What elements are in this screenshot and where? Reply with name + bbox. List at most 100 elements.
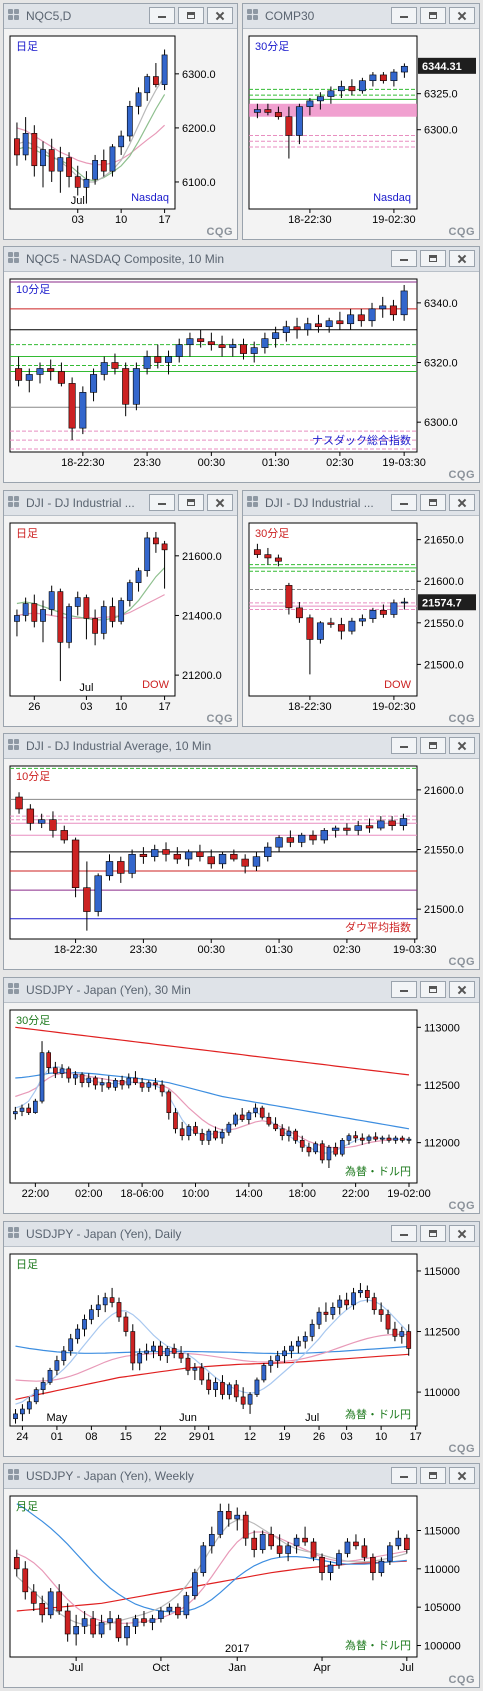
title-bar[interactable]: DJI - DJ Industrial Average, 10 Min — [4, 734, 479, 759]
candle-body — [73, 1074, 78, 1079]
minimize-button[interactable] — [391, 981, 417, 998]
candle-body — [380, 1137, 385, 1140]
candle — [377, 816, 385, 831]
title-bar[interactable]: COMP30 — [243, 4, 479, 29]
candle-body — [109, 1297, 115, 1303]
candle — [295, 1336, 301, 1354]
title-bar[interactable]: NQC5,D — [4, 4, 237, 29]
candle-body — [250, 347, 258, 354]
candle — [348, 79, 356, 96]
candle-body — [399, 1331, 405, 1337]
candle — [320, 828, 328, 844]
candle-body — [295, 607, 303, 619]
maximize-button[interactable] — [420, 494, 446, 511]
candle — [333, 1142, 338, 1157]
plot-area[interactable] — [9, 1495, 418, 1658]
minimize-button[interactable] — [149, 7, 175, 24]
maximize-button[interactable] — [420, 7, 446, 24]
candle — [73, 1071, 78, 1085]
x-tick-label: 22 — [154, 1431, 166, 1443]
candle-body — [158, 1345, 163, 1357]
candle-body — [15, 796, 23, 810]
plot-area[interactable] — [9, 1009, 418, 1184]
minimize-button[interactable] — [391, 1467, 417, 1484]
close-button[interactable] — [449, 7, 475, 24]
candle — [39, 1041, 45, 1104]
window-controls — [391, 250, 475, 267]
minimize-button[interactable] — [391, 494, 417, 511]
candle — [261, 332, 269, 354]
candle — [113, 1078, 118, 1091]
maximize-button[interactable] — [420, 1467, 446, 1484]
candle-body — [234, 1514, 241, 1520]
candle-body — [57, 371, 65, 384]
title-bar[interactable]: USDJPY - Japan (Yen), 30 Min — [4, 978, 479, 1003]
maximize-button[interactable] — [178, 7, 204, 24]
title-bar[interactable]: USDJPY - Japan (Yen), Weekly — [4, 1464, 479, 1489]
close-button[interactable] — [207, 494, 233, 511]
title-bar[interactable]: DJI - DJ Industrial ... — [243, 491, 479, 516]
x-tick-label: 18-22:30 — [61, 457, 104, 469]
close-button[interactable] — [449, 981, 475, 998]
candle-body — [252, 856, 261, 867]
close-button[interactable] — [449, 250, 475, 267]
title-bar[interactable]: DJI - DJ Industrial ... — [4, 491, 237, 516]
x-tick-label: 18-22:30 — [54, 944, 97, 956]
candle — [98, 1614, 105, 1638]
candle — [370, 1553, 376, 1581]
close-button[interactable] — [449, 494, 475, 511]
minimize-button[interactable] — [391, 1225, 417, 1242]
candle — [285, 1542, 291, 1562]
maximize-button[interactable] — [420, 1225, 446, 1242]
candle-body — [20, 1408, 25, 1415]
candle — [353, 1131, 358, 1143]
candle — [400, 1135, 405, 1143]
close-button[interactable] — [207, 7, 233, 24]
candle — [365, 818, 374, 833]
maximize-button[interactable] — [420, 981, 446, 998]
candle — [71, 837, 80, 898]
candle-body — [71, 839, 80, 888]
candle-body — [143, 356, 151, 369]
candle — [179, 1121, 185, 1141]
candle-body — [132, 368, 140, 405]
candle-body — [130, 1331, 136, 1364]
candle — [251, 1530, 258, 1558]
minimize-button[interactable] — [391, 250, 417, 267]
y-tick-label: 21400.0 — [182, 610, 222, 622]
candle-body — [207, 856, 215, 865]
candle — [393, 1135, 398, 1144]
x-tick-label: 19-02:30 — [372, 214, 415, 226]
candle-body — [105, 861, 114, 877]
candle-body — [310, 1541, 317, 1558]
close-button[interactable] — [449, 1225, 475, 1242]
plot-area[interactable] — [9, 765, 418, 940]
candle-body — [286, 1130, 292, 1137]
window-controls — [149, 494, 233, 511]
candle-body — [83, 887, 91, 912]
minimize-button[interactable] — [149, 494, 175, 511]
plot-area[interactable] — [248, 35, 418, 210]
candle — [331, 825, 340, 838]
close-button[interactable] — [449, 737, 475, 754]
maximize-button[interactable] — [420, 737, 446, 754]
candle — [54, 1355, 60, 1376]
maximize-button[interactable] — [420, 250, 446, 267]
maximize-button[interactable] — [178, 494, 204, 511]
candle-body — [154, 356, 162, 363]
y-tick-label: 6200.0 — [182, 123, 216, 135]
candle-body — [56, 1591, 63, 1612]
candle — [310, 1538, 317, 1562]
title-bar[interactable]: NQC5 - NASDAQ Composite, 10 Min — [4, 247, 479, 272]
candle — [250, 341, 258, 363]
x-tick-label: May — [47, 1412, 68, 1424]
candle — [285, 106, 293, 159]
close-button[interactable] — [449, 1467, 475, 1484]
x-tick-label: 17 — [409, 1431, 421, 1443]
window-title: NQC5,D — [26, 9, 72, 23]
plot-area[interactable] — [9, 35, 176, 210]
minimize-button[interactable] — [391, 737, 417, 754]
title-bar[interactable]: USDJPY - Japan (Yen), Daily — [4, 1222, 479, 1247]
minimize-button[interactable] — [391, 7, 417, 24]
candle-body — [400, 290, 408, 316]
